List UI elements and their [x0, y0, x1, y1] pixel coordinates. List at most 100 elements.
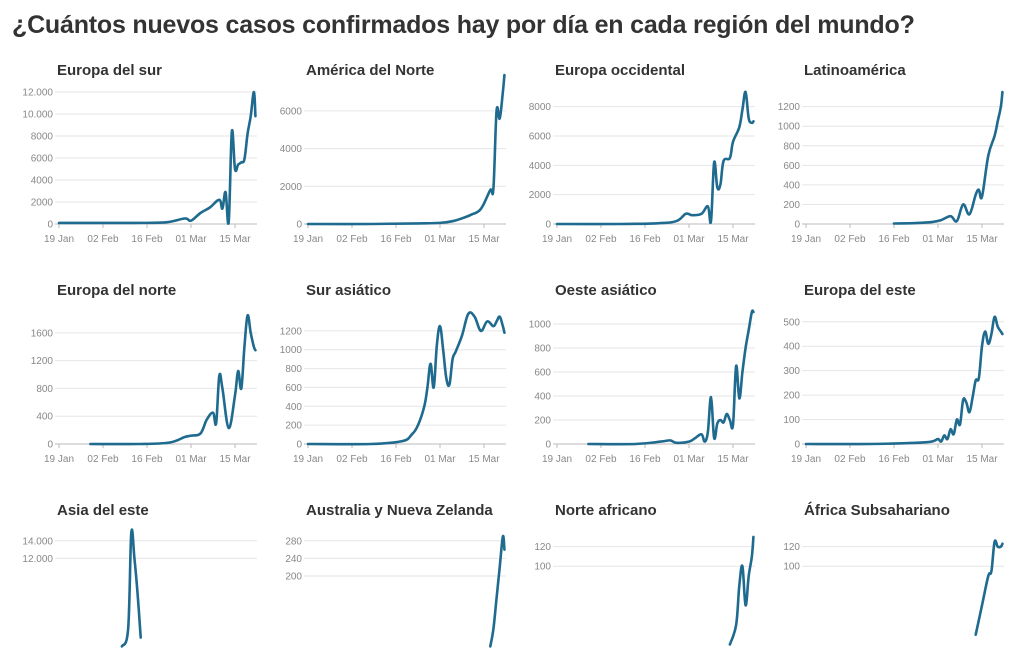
- y-tick-label: 2000: [280, 182, 303, 193]
- y-tick-label: 4000: [31, 176, 54, 187]
- y-tick-label: 600: [285, 383, 302, 394]
- y-tick-label: 2000: [529, 190, 552, 201]
- chart-title: Oeste asiático: [555, 282, 657, 299]
- y-tick-label: 10.000: [22, 110, 53, 121]
- y-tick-label: 200: [285, 572, 302, 583]
- series-line: [974, 539, 1004, 636]
- y-tick-label: 12.000: [22, 554, 53, 565]
- y-tick-label: 0: [47, 440, 53, 451]
- line-chart: 0 400 800 1200 1600 19 Jan 02 Feb 16 Feb 01 Mar 1…: [31, 313, 257, 465]
- y-tick-label: 800: [285, 364, 302, 375]
- y-tick-label: 1200: [778, 102, 801, 113]
- y-tick-label: 200: [285, 421, 302, 432]
- y-tick-label: 1200: [31, 356, 54, 367]
- x-tick-label: 19 Jan: [44, 234, 74, 245]
- y-tick-label: 400: [36, 412, 53, 423]
- line-chart: 0 200 400 600 800 1000 1200 19 Jan 02 Feb 16 Feb 0…: [778, 90, 1004, 245]
- chart-panel-oeste-asiatico: Oeste asiático 0 200 400 600 800 1000 19 Jan 02 …: [498, 220, 755, 465]
- y-tick-label: 6000: [280, 106, 303, 117]
- x-tick-label: 01 Mar: [922, 234, 954, 245]
- x-tick-label: 01 Mar: [673, 454, 705, 465]
- chart-title: América del Norte: [306, 62, 435, 79]
- line-chart: 0 100 200 300 400 500 19 Jan 02 Feb 16 Feb 01 Mar…: [783, 315, 1004, 465]
- y-tick-label: 200: [783, 200, 800, 211]
- series-line: [306, 73, 506, 226]
- x-tick-label: 16 Feb: [878, 454, 910, 465]
- chart-panel-asia-del-este: Asia del este 12.000 14.000: [0, 440, 257, 655]
- y-tick-label: 300: [783, 366, 800, 377]
- x-tick-label: 02 Feb: [585, 234, 617, 245]
- x-tick-label: 15 Mar: [717, 454, 749, 465]
- series-line: [57, 90, 257, 226]
- x-tick-label: 19 Jan: [44, 454, 74, 465]
- y-tick-label: 600: [783, 161, 800, 172]
- x-tick-label: 19 Jan: [542, 454, 572, 465]
- y-tick-label: 1000: [529, 320, 552, 331]
- series-line: [306, 311, 506, 446]
- x-tick-label: 19 Jan: [542, 234, 572, 245]
- y-tick-label: 400: [285, 402, 302, 413]
- x-tick-label: 15 Mar: [966, 234, 998, 245]
- chart-panel-africa-subsahariano: África Subsahariano 100 120: [747, 440, 1004, 655]
- x-tick-label: 16 Feb: [131, 234, 163, 245]
- y-tick-label: 400: [783, 342, 800, 353]
- chart-panel-america-del-norte: América del Norte 0 2000 4000 6000 19 Jan 02 F…: [249, 0, 506, 245]
- y-tick-label: 120: [783, 542, 800, 553]
- y-tick-label: 6000: [529, 132, 552, 143]
- series-line: [587, 309, 755, 446]
- x-tick-label: 02 Feb: [336, 454, 368, 465]
- x-tick-label: 16 Feb: [380, 454, 412, 465]
- y-tick-label: 400: [534, 392, 551, 403]
- y-tick-label: 400: [783, 180, 800, 191]
- y-tick-label: 1000: [280, 345, 303, 356]
- chart-panel-sur-asiatico: Sur asiático 0 200 400 600 800 1000 1200 19 Jan 0…: [249, 220, 506, 465]
- line-chart: 0 200 400 600 800 1000 1200 19 Jan 02 Feb 16 Feb 0…: [280, 311, 506, 465]
- y-tick-label: 6000: [31, 154, 54, 165]
- x-tick-label: 19 Jan: [293, 234, 323, 245]
- y-tick-label: 0: [794, 220, 800, 231]
- line-chart: 100 120: [534, 535, 755, 646]
- chart-title: Europa occidental: [555, 62, 686, 79]
- chart-title: Norte africano: [555, 502, 657, 519]
- line-chart: 0 2000 4000 6000 19 Jan 02 Feb 16 Feb 01 Mar 15 …: [280, 73, 506, 245]
- chart-panel-europa-occidental: Europa occidental 0 2000 4000 6000 8000 19 Jan…: [498, 0, 755, 245]
- x-tick-label: 01 Mar: [424, 454, 456, 465]
- y-tick-label: 8000: [31, 132, 54, 143]
- chart-title: Europa del sur: [57, 62, 163, 79]
- series-line: [120, 528, 143, 648]
- y-tick-label: 280: [285, 536, 302, 547]
- chart-panel-norte-africano: Norte africano 100 120: [498, 440, 755, 655]
- x-tick-label: 15 Mar: [219, 454, 251, 465]
- y-tick-label: 8000: [529, 102, 552, 113]
- page-title: ¿Cuántos nuevos casos confirmados hay po…: [12, 11, 915, 39]
- y-tick-label: 1200: [280, 326, 303, 337]
- series-line: [804, 315, 1004, 446]
- y-tick-label: 4000: [280, 144, 303, 155]
- line-chart: 200 240 280: [285, 534, 506, 648]
- y-tick-label: 500: [783, 317, 800, 328]
- y-tick-label: 0: [794, 440, 800, 451]
- y-tick-label: 2000: [31, 198, 54, 209]
- line-chart: 12.000 14.000: [22, 528, 257, 648]
- x-tick-label: 01 Mar: [922, 454, 954, 465]
- x-tick-label: 02 Feb: [834, 234, 866, 245]
- x-tick-label: 02 Feb: [336, 234, 368, 245]
- x-tick-label: 15 Mar: [219, 234, 251, 245]
- chart-panel-latinoamerica: Latinoamérica 0 200 400 600 800 1000 1200 19 Jan…: [747, 0, 1004, 245]
- x-tick-label: 02 Feb: [834, 454, 866, 465]
- x-tick-label: 16 Feb: [629, 454, 661, 465]
- y-tick-label: 600: [534, 368, 551, 379]
- x-tick-label: 15 Mar: [717, 234, 749, 245]
- chart-title: Australia y Nueva Zelanda: [306, 502, 493, 519]
- small-multiples-grid: Europa del sur 0 2000 4000 6000 8000 10.000 12.…: [0, 0, 1004, 648]
- chart-title: Latinoamérica: [804, 62, 906, 79]
- x-tick-label: 01 Mar: [673, 234, 705, 245]
- chart-panel-europa-del-sur: Europa del sur 0 2000 4000 6000 8000 10.000 12.…: [0, 0, 257, 245]
- x-tick-label: 01 Mar: [424, 234, 456, 245]
- line-chart: 0 2000 4000 6000 8000 19 Jan 02 Feb 16 Feb 01 Ma…: [529, 90, 755, 245]
- x-tick-label: 16 Feb: [878, 234, 910, 245]
- y-tick-label: 200: [534, 416, 551, 427]
- y-tick-label: 800: [783, 141, 800, 152]
- y-tick-label: 100: [534, 562, 551, 573]
- x-tick-label: 16 Feb: [131, 454, 163, 465]
